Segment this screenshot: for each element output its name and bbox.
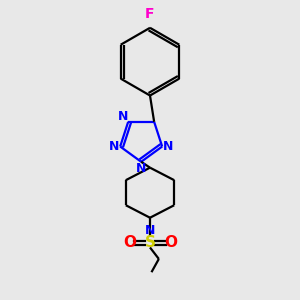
Text: N: N — [145, 224, 155, 237]
Text: O: O — [164, 235, 177, 250]
Text: S: S — [145, 235, 155, 250]
Text: N: N — [136, 162, 146, 175]
Text: F: F — [145, 7, 155, 21]
Text: N: N — [109, 140, 119, 153]
Text: O: O — [123, 235, 136, 250]
Text: N: N — [163, 140, 173, 153]
Text: N: N — [118, 110, 128, 123]
